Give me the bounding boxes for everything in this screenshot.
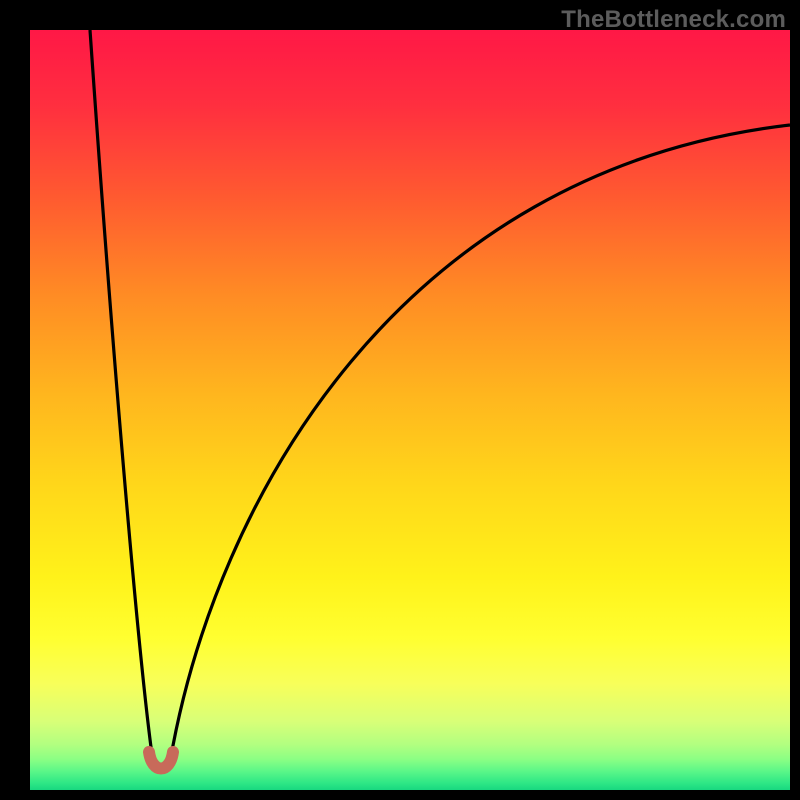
dip-marker <box>149 752 173 769</box>
curve-left-branch <box>90 30 153 762</box>
bottleneck-curve <box>30 30 790 790</box>
plot-area <box>30 30 790 790</box>
curve-right-branch <box>170 125 790 762</box>
watermark-text: TheBottleneck.com <box>561 6 786 34</box>
chart-container: TheBottleneck.com <box>0 0 800 800</box>
